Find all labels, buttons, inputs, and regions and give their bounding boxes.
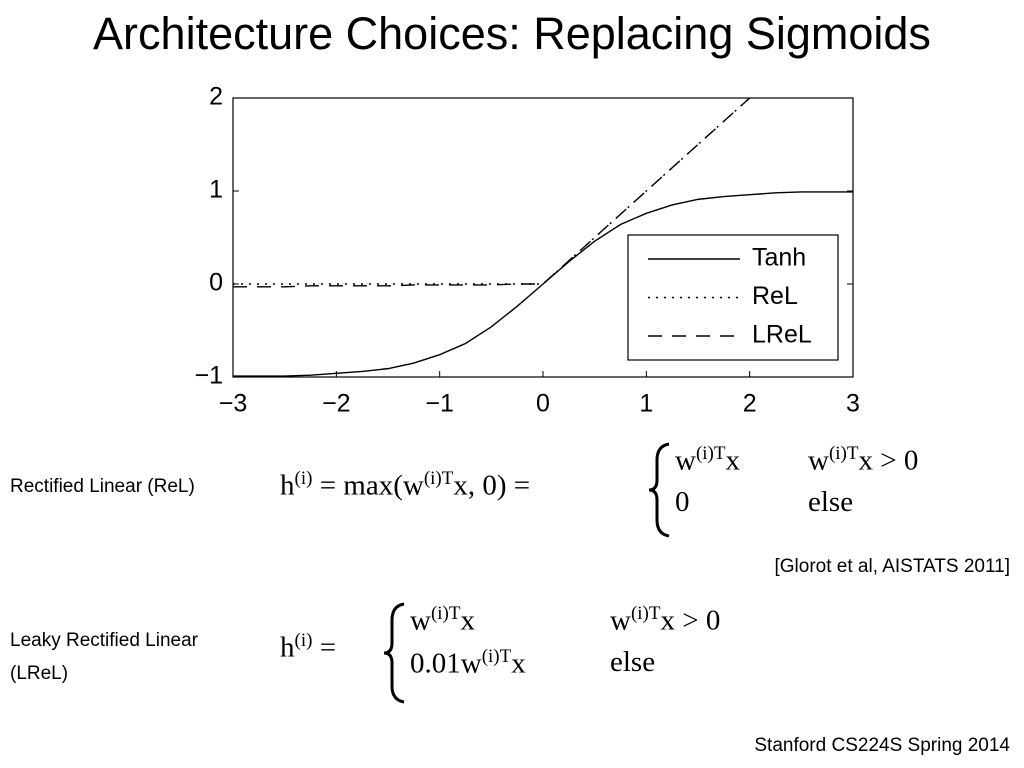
math-text: h <box>280 631 295 664</box>
case-cell: w(i)Tx <box>410 603 610 638</box>
citation: [Glorot et al, AISTATS 2011] <box>774 556 1011 577</box>
math-text: x <box>725 444 741 477</box>
case-cell: w(i)Tx > 0 <box>808 443 918 478</box>
math-text: w <box>410 604 431 637</box>
y-tick-label: 2 <box>209 83 223 111</box>
math-text: x > 0 <box>660 604 721 637</box>
superscript: (i) <box>294 630 313 651</box>
series-line <box>233 98 751 285</box>
case-cell: else <box>808 486 918 519</box>
math-text: w <box>808 444 829 477</box>
lrel-label-line: (LReL) <box>10 663 69 684</box>
math-text: w <box>675 444 696 477</box>
brace <box>383 602 405 704</box>
math-text: else <box>610 645 656 678</box>
y-tick-label: −1 <box>194 362 223 390</box>
case-cell: else <box>610 646 720 681</box>
math-text: 0 <box>675 485 690 518</box>
superscript: (i) <box>294 468 313 489</box>
case-cell: w(i)Tx > 0 <box>610 603 720 638</box>
x-tick-label: −3 <box>219 390 248 418</box>
series-line <box>233 191 853 377</box>
lrel-cases: w(i)Tx w(i)Tx > 0 0.01w(i)Tx else <box>410 603 720 680</box>
math-text: 0.01w <box>410 647 482 680</box>
superscript: (i)T <box>481 645 512 667</box>
rel-label: Rectified Linear (ReL) <box>10 476 195 497</box>
superscript: (i)T <box>430 603 461 624</box>
rel-cases: w(i)Tx w(i)Tx > 0 0 else <box>675 443 918 519</box>
brace <box>648 442 670 538</box>
rel-formula: h(i) = max(w(i)Tx, 0) = <box>280 468 530 503</box>
x-tick-label: 1 <box>639 390 653 418</box>
slide-title: Architecture Choices: Replacing Sigmoids <box>93 8 931 59</box>
math-text: x <box>511 647 526 680</box>
plot-lines <box>233 98 853 377</box>
superscript: (i)T <box>423 468 454 489</box>
x-tick-label: −2 <box>322 390 351 418</box>
math-text: = max(w <box>312 469 424 502</box>
superscript: (i)T <box>630 603 661 624</box>
lrel-label: Leaky Rectified Linear (LReL) <box>10 624 198 690</box>
legend-box <box>627 234 839 361</box>
math-text: x <box>460 604 476 637</box>
x-tick-label: −1 <box>425 390 454 418</box>
superscript: (i)T <box>695 443 726 464</box>
chart: −3 −2 −1 0 1 2 3 −1 0 1 2 Tanh ReL LReL <box>194 83 860 418</box>
y-tick-label: 0 <box>209 269 223 297</box>
x-tick-label: 2 <box>743 390 757 418</box>
x-tick-label: 3 <box>846 390 860 418</box>
superscript: (i)T <box>828 443 859 464</box>
footer: Stanford CS224S Spring 2014 <box>754 735 1010 756</box>
math-text: x > 0 <box>858 444 919 477</box>
y-tick-label: 1 <box>209 176 223 204</box>
math-text: else <box>808 485 854 518</box>
legend-label: Tanh <box>752 244 806 272</box>
x-tick-label: 0 <box>536 390 550 418</box>
case-cell: 0.01w(i)Tx <box>410 646 610 681</box>
case-cell: 0 <box>675 486 808 519</box>
math-text: w <box>610 604 631 637</box>
math-text: = <box>312 631 337 664</box>
legend-label: ReL <box>752 282 798 310</box>
math-text: x, 0) = <box>453 469 531 502</box>
lrel-label-line: Leaky Rectified Linear <box>10 630 198 651</box>
math-text: h <box>280 469 295 502</box>
lrel-formula: h(i) = <box>280 630 336 665</box>
case-cell: w(i)Tx <box>675 443 808 478</box>
legend-label: LReL <box>752 321 812 349</box>
